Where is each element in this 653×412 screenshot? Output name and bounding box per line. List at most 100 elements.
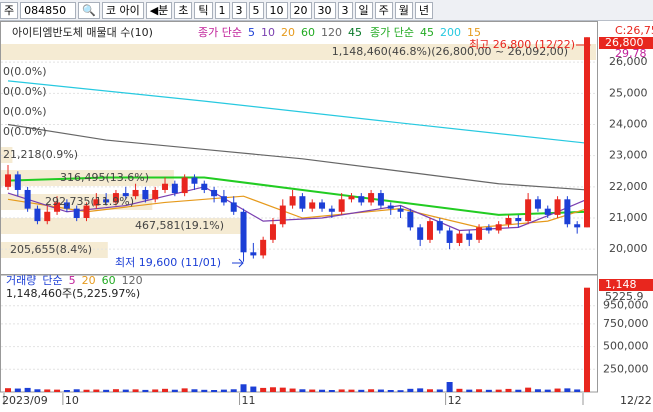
y-tick-label: 25,000 bbox=[609, 86, 648, 99]
volume-profile-label: 0(0.0%) bbox=[3, 125, 47, 138]
volume-bar bbox=[534, 389, 541, 392]
candle-body bbox=[377, 193, 384, 206]
arrow bbox=[576, 40, 591, 50]
volume-bar bbox=[24, 387, 31, 392]
volume-profile-bar bbox=[1, 147, 13, 163]
volume-bar bbox=[142, 389, 149, 392]
period-tab[interactable]: 주 bbox=[374, 1, 393, 19]
candle-body bbox=[387, 205, 394, 209]
toolbar: 주 084850 🔍 코 아이 ◀분 초 틱 1 3 5 10 20 30 3 일 주 월 년 bbox=[0, 0, 653, 21]
legend-item: 20 bbox=[281, 26, 295, 39]
candle-body bbox=[417, 227, 424, 240]
volume-bar bbox=[132, 389, 139, 392]
volume-profile-label: 0(0.0%) bbox=[3, 105, 47, 118]
period-button[interactable]: 30 bbox=[313, 1, 336, 19]
arrow bbox=[232, 258, 244, 268]
candle-body bbox=[446, 230, 453, 243]
count-select[interactable]: 3 bbox=[337, 1, 353, 19]
period-button[interactable]: 1 bbox=[214, 1, 230, 19]
candle-body bbox=[112, 193, 119, 203]
y-tick-label: 24,000 bbox=[609, 118, 648, 131]
volume-profile-label: 21,218(0.9%) bbox=[3, 148, 78, 161]
volume-bar bbox=[436, 389, 443, 392]
legend-title: 아이티엠반도체 매물대 수(10) bbox=[12, 26, 153, 39]
candle-body bbox=[152, 189, 159, 200]
moving-average bbox=[7, 195, 588, 228]
candle-body bbox=[289, 196, 296, 206]
volume-bar bbox=[73, 389, 80, 392]
period-button[interactable]: 20 bbox=[289, 1, 312, 19]
code[interactable]: 084850 bbox=[20, 1, 77, 19]
candle-body bbox=[24, 189, 31, 209]
candle-body bbox=[426, 221, 433, 240]
volume-bar bbox=[574, 389, 581, 392]
period-tab[interactable]: 일 bbox=[354, 1, 373, 19]
volume-bar bbox=[162, 388, 169, 392]
candle-body bbox=[534, 199, 541, 209]
search[interactable]: 🔍 bbox=[78, 1, 100, 19]
x-tick-label: 12 bbox=[448, 394, 462, 407]
volume-bar bbox=[260, 387, 267, 392]
candle-body bbox=[584, 37, 590, 228]
current-volume: 1,148 bbox=[605, 278, 637, 291]
volume-bar bbox=[348, 389, 355, 392]
volume-profile-label: 1,148,460(46.8%)(26,800,00 ~ 26,092,00) bbox=[332, 45, 568, 58]
legend-item: 10 bbox=[261, 26, 275, 39]
volume-bar bbox=[377, 389, 384, 392]
legend-item: 200 bbox=[440, 26, 461, 39]
candle-body bbox=[54, 202, 61, 212]
volume-bar bbox=[201, 389, 208, 392]
candle-body bbox=[191, 177, 198, 184]
candle-body bbox=[368, 193, 375, 203]
period-button[interactable]: 10 bbox=[265, 1, 288, 19]
volume-bar bbox=[564, 388, 571, 392]
legend-item: 종가 단순 bbox=[370, 26, 414, 39]
candle-body bbox=[554, 199, 561, 215]
period-button[interactable]: 초 bbox=[174, 1, 193, 19]
volume-bar bbox=[525, 387, 532, 392]
period-tab[interactable]: 월 bbox=[394, 1, 413, 19]
market[interactable]: 주 bbox=[0, 1, 19, 19]
candle-body bbox=[103, 199, 110, 203]
candle-body bbox=[495, 224, 502, 231]
volume-bar bbox=[5, 388, 11, 392]
moving-average bbox=[7, 80, 588, 144]
period-tab[interactable]: 년 bbox=[414, 1, 434, 19]
volume-bar bbox=[554, 388, 561, 392]
candle-body bbox=[436, 221, 443, 231]
volume-bar bbox=[191, 389, 198, 392]
high-note: 최고 26,800 (12/22) bbox=[469, 38, 575, 51]
period-button[interactable]: 틱 bbox=[194, 1, 213, 19]
legend-item: 45 bbox=[420, 26, 434, 39]
current-price: 26,800 bbox=[605, 36, 644, 49]
candle-body bbox=[44, 211, 51, 222]
candle-body bbox=[132, 189, 139, 197]
period-button[interactable]: ◀분 bbox=[145, 1, 173, 19]
volume-box bbox=[599, 279, 653, 291]
y-tick-label: 950,000 bbox=[603, 299, 649, 312]
volume-bar bbox=[328, 390, 335, 392]
volume-bar bbox=[466, 389, 473, 392]
candle-body bbox=[122, 193, 129, 197]
candle-body bbox=[279, 205, 286, 225]
name[interactable]: 코 아이 bbox=[101, 1, 144, 19]
y-tick-label: 250,000 bbox=[603, 362, 649, 375]
candle-body bbox=[574, 224, 581, 228]
volume-bar bbox=[122, 389, 129, 392]
volume-bar bbox=[515, 389, 522, 392]
candle-body bbox=[201, 183, 208, 190]
volume-bar bbox=[358, 389, 365, 392]
legend-item: 5 bbox=[248, 26, 255, 39]
y-tick-label: 500,000 bbox=[603, 340, 649, 353]
volume-pane bbox=[0, 274, 598, 393]
period-button[interactable]: 3 bbox=[231, 1, 247, 19]
volume-info: 1,148,460주(5,225.97%) bbox=[6, 287, 140, 300]
volume-bar bbox=[112, 389, 119, 392]
volume-bar bbox=[417, 388, 424, 392]
period-button[interactable]: 5 bbox=[248, 1, 264, 19]
volume-bar bbox=[34, 389, 41, 392]
candle-body bbox=[319, 202, 326, 209]
legend-item: 45 bbox=[348, 26, 362, 39]
legend-item: 120 bbox=[122, 274, 143, 287]
